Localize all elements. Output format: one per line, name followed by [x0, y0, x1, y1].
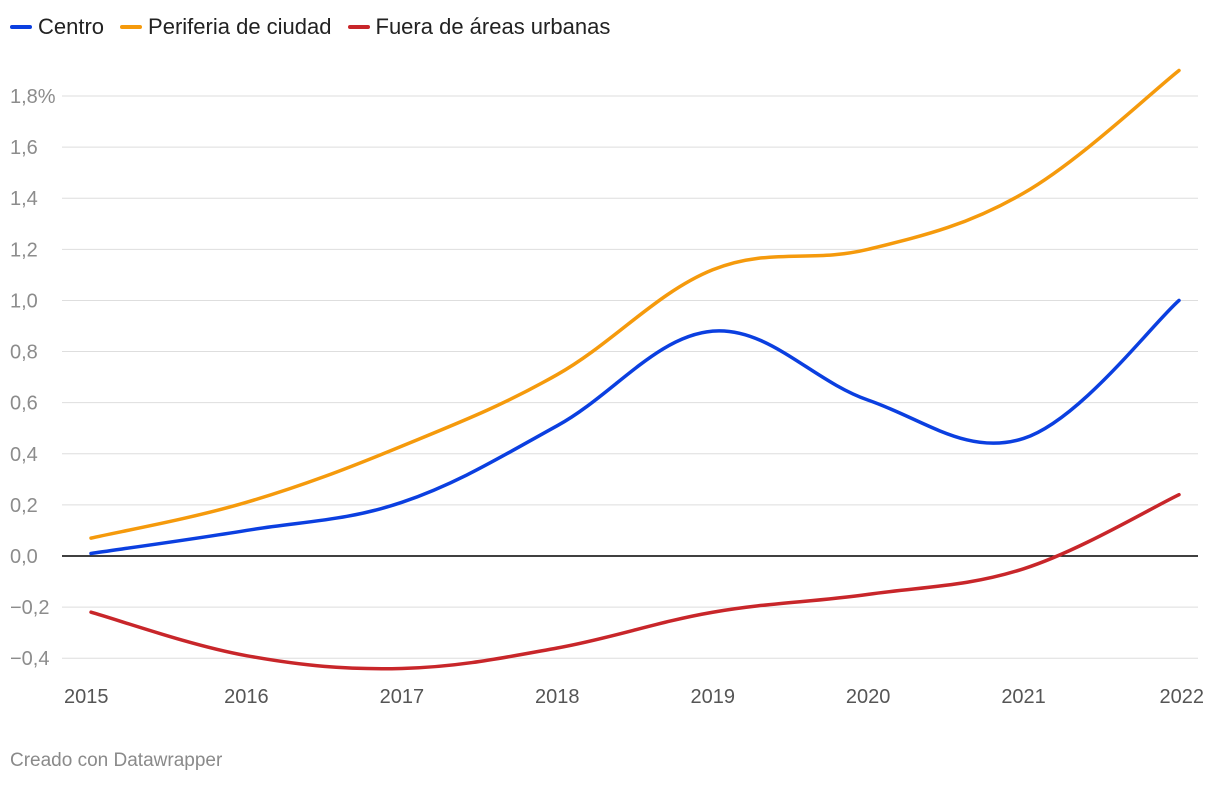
legend-label: Periferia de ciudad [148, 14, 332, 39]
x-tick-label: 2022 [1160, 686, 1205, 708]
legend-item-1: Periferia de ciudad [120, 14, 332, 40]
series-line-centro [89, 298, 1181, 556]
y-tick-label: 1,4 [10, 188, 38, 210]
x-tick-label: 2018 [535, 686, 580, 708]
legend-item-2: Fuera de áreas urbanas [347, 14, 611, 40]
x-tick-label: 2015 [64, 686, 109, 708]
legend-label: Fuera de áreas urbanas [375, 14, 611, 39]
legend-item-0: Centro [10, 14, 104, 40]
x-tick-label: 2016 [224, 686, 269, 708]
y-tick-label: −0,2 [10, 597, 49, 619]
x-tick-label: 2020 [846, 686, 891, 708]
series-line-periferia-de-ciudad [89, 68, 1181, 540]
y-tick-label: 0,8 [10, 342, 38, 364]
y-tick-label: 0,2 [10, 495, 38, 517]
y-tick-label: 1,8% [10, 86, 56, 108]
legend: Centro Periferia de ciudad Fuera de áreas … [10, 14, 610, 40]
y-tick-label: 0,0 [10, 546, 38, 568]
legend-swatch [10, 25, 32, 29]
x-tick-label: 2021 [1001, 686, 1046, 708]
y-tick-label: 1,2 [10, 239, 38, 261]
legend-swatch [120, 25, 143, 29]
y-tick-label: 0,6 [10, 393, 38, 415]
x-tick-label: 2017 [380, 686, 425, 708]
legend-label: Centro [38, 14, 105, 39]
y-tick-label: 0,4 [10, 444, 38, 466]
x-tick-label: 2019 [690, 686, 735, 708]
y-tick-label: 1,0 [10, 290, 38, 312]
legend-swatch [347, 25, 370, 29]
series-line-fuera-de-reas-urbanas [89, 492, 1181, 671]
footer-credit: Creado con Datawrapper [10, 750, 223, 771]
y-tick-label: 1,6 [10, 137, 38, 159]
y-tick-label: −0,4 [10, 648, 49, 670]
